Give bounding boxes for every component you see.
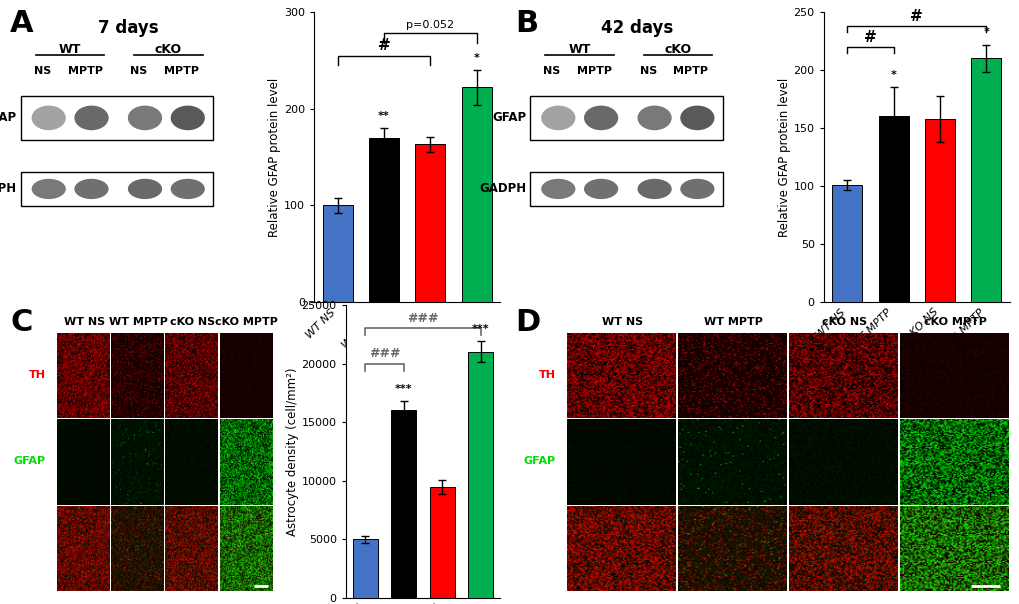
Ellipse shape <box>637 179 672 199</box>
Ellipse shape <box>170 179 205 199</box>
Y-axis label: Astrocyte density (cell/mm²): Astrocyte density (cell/mm²) <box>285 367 299 536</box>
Bar <box>832 185 861 302</box>
Text: MPTP: MPTP <box>577 66 611 76</box>
Text: ***: *** <box>472 324 489 334</box>
Bar <box>415 144 445 302</box>
Ellipse shape <box>680 106 713 130</box>
Ellipse shape <box>637 106 672 130</box>
Ellipse shape <box>32 179 66 199</box>
Text: NS: NS <box>129 66 147 76</box>
Text: C: C <box>10 308 33 337</box>
Text: Merge: Merge <box>6 543 46 553</box>
Ellipse shape <box>127 179 162 199</box>
Bar <box>468 352 493 598</box>
Bar <box>530 172 722 207</box>
Text: NS: NS <box>639 66 656 76</box>
Text: WT NS: WT NS <box>601 317 642 327</box>
Text: *: * <box>890 70 896 80</box>
Bar <box>877 117 908 302</box>
Y-axis label: Relative GFAP protein level: Relative GFAP protein level <box>777 77 790 237</box>
Text: 42 days: 42 days <box>601 19 673 37</box>
Text: ***: *** <box>394 384 412 394</box>
Bar <box>369 138 398 302</box>
Text: NS: NS <box>543 66 560 76</box>
Text: MPTP: MPTP <box>673 66 708 76</box>
Text: NS: NS <box>34 66 51 76</box>
Ellipse shape <box>74 179 108 199</box>
Text: 7 days: 7 days <box>98 19 158 37</box>
Ellipse shape <box>170 106 205 130</box>
Ellipse shape <box>541 179 575 199</box>
Y-axis label: Relative GFAP protein level: Relative GFAP protein level <box>268 77 281 237</box>
Text: cKO MPTP: cKO MPTP <box>923 317 985 327</box>
Text: cKO MPTP: cKO MPTP <box>215 317 278 327</box>
Bar <box>353 539 377 598</box>
Text: #: # <box>910 8 922 24</box>
Ellipse shape <box>541 106 575 130</box>
Text: MPTP: MPTP <box>67 66 103 76</box>
Bar <box>429 487 454 598</box>
Text: cKO: cKO <box>155 42 182 56</box>
Ellipse shape <box>680 179 713 199</box>
Text: cKO NS: cKO NS <box>170 317 215 327</box>
Text: WT NS: WT NS <box>63 317 105 327</box>
Text: ###: ### <box>407 312 438 325</box>
Ellipse shape <box>127 106 162 130</box>
Text: cKO: cKO <box>664 42 691 56</box>
Text: p=0.052: p=0.052 <box>406 21 453 30</box>
Text: D: D <box>515 308 540 337</box>
Text: GADPH: GADPH <box>479 182 526 196</box>
Bar <box>462 88 491 302</box>
Text: GFAP: GFAP <box>14 457 46 466</box>
Ellipse shape <box>32 106 66 130</box>
Text: MPTP: MPTP <box>164 66 199 76</box>
Text: GADPH: GADPH <box>0 182 16 196</box>
Text: GFAP: GFAP <box>523 457 555 466</box>
Text: #: # <box>377 37 390 53</box>
Text: ###: ### <box>369 347 399 360</box>
Text: TH: TH <box>29 370 46 380</box>
Text: A: A <box>10 9 34 38</box>
Text: WT MPTP: WT MPTP <box>109 317 168 327</box>
Text: *: * <box>982 27 988 37</box>
Bar <box>924 119 954 302</box>
Bar <box>20 96 213 140</box>
Bar <box>20 172 213 207</box>
Text: *: * <box>473 53 479 63</box>
Ellipse shape <box>584 179 618 199</box>
Text: GFAP: GFAP <box>491 111 526 124</box>
Text: WT MPTP: WT MPTP <box>703 317 762 327</box>
Text: WT: WT <box>59 42 82 56</box>
Text: **: ** <box>378 111 389 121</box>
Bar <box>322 205 353 302</box>
Bar <box>391 411 416 598</box>
Text: #: # <box>863 30 876 45</box>
Bar <box>970 59 1001 302</box>
Text: cKO NS: cKO NS <box>821 317 866 327</box>
Ellipse shape <box>74 106 108 130</box>
Text: B: B <box>515 9 538 38</box>
Bar <box>530 96 722 140</box>
Text: GFAP: GFAP <box>0 111 16 124</box>
Text: WT: WT <box>568 42 590 56</box>
Text: TH: TH <box>538 370 555 380</box>
Text: Merge: Merge <box>516 543 555 553</box>
Ellipse shape <box>584 106 618 130</box>
